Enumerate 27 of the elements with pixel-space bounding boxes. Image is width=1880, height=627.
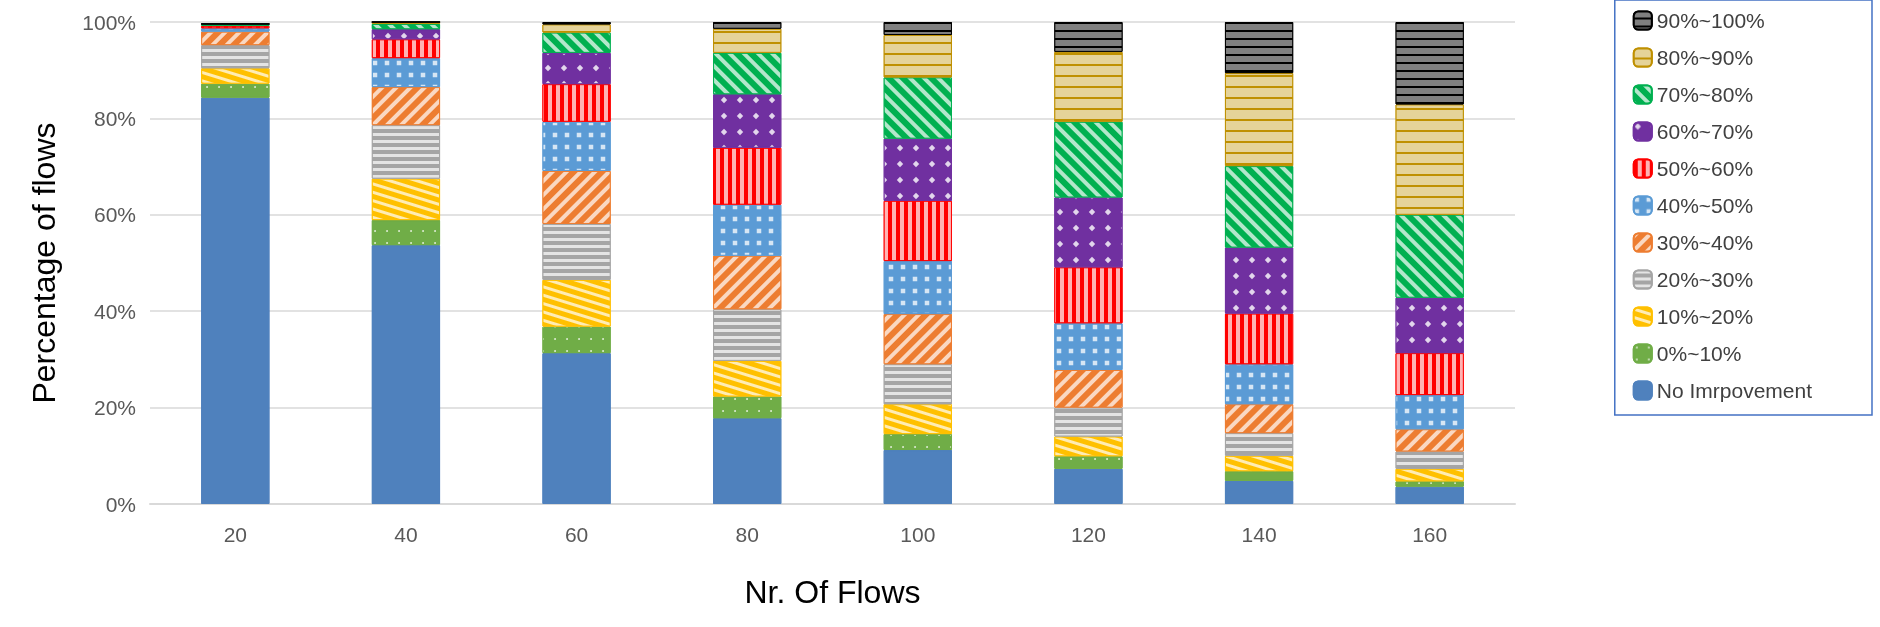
x-tick-label: 60 [564,523,589,546]
x-tick-label: 80 [735,523,759,546]
legend-label: 10%~20% [1656,305,1754,328]
legend-label: 20%~30% [1656,268,1754,291]
y-tick-label: 100% [82,10,136,34]
x-axis-title: Nr. Of Flows [744,574,921,610]
x-tick-label: 40 [394,523,418,546]
x-tick-label: 120 [1070,523,1106,546]
y-axis-title: Percentage of flows [26,122,62,404]
y-tick-label: 0% [105,492,136,516]
x-tick-label: 140 [1241,523,1277,546]
legend-label: 70%~80% [1656,83,1754,106]
y-tick-label: 80% [93,106,136,130]
y-tick-label: 20% [93,396,136,420]
legend-label: 80%~90% [1656,46,1754,69]
y-tick-label: 40% [93,299,136,323]
legend-label: 40%~50% [1656,194,1754,217]
legend-label: 50%~60% [1656,157,1754,180]
legend-label: 90%~100% [1656,9,1765,32]
x-tick-label: 20 [223,523,247,546]
legend-label: 60%~70% [1656,120,1754,143]
legend-label: 0%~10% [1656,342,1742,365]
x-tick-label: 100 [900,523,936,546]
legend-label: 30%~40% [1656,231,1754,254]
x-tick-label: 160 [1412,523,1448,546]
y-tick-label: 60% [93,203,136,227]
legend-label: No Imrpovement [1656,379,1813,402]
